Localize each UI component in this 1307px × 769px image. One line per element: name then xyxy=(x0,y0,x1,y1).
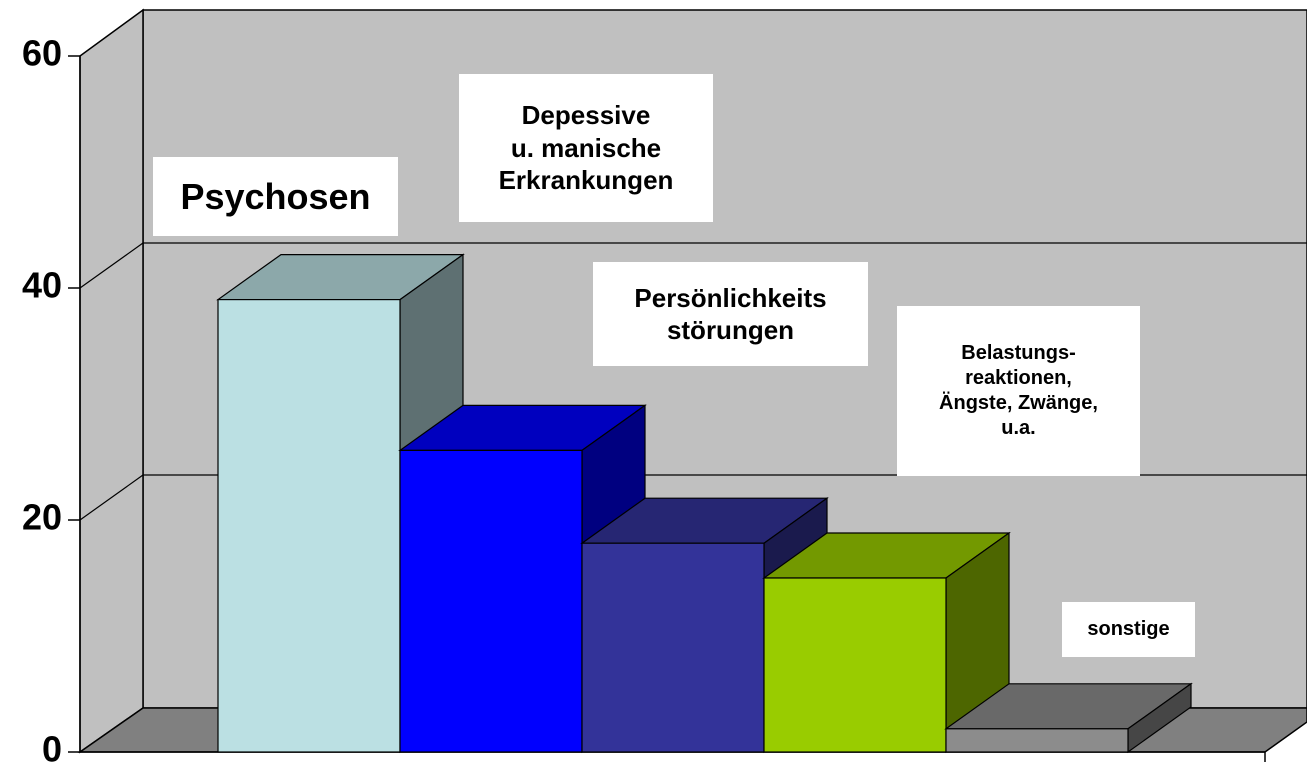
category-label: Depessive u. manische Erkrankungen xyxy=(459,74,713,222)
y-tick-label: 40 xyxy=(22,265,62,306)
bar xyxy=(945,728,1129,753)
category-label: sonstige xyxy=(1062,602,1195,657)
category-label: Persönlichkeits störungen xyxy=(593,262,868,366)
bar xyxy=(581,542,765,753)
y-tick-label: 60 xyxy=(22,33,62,74)
grid-line xyxy=(79,242,1307,289)
category-label: Belastungs- reaktionen, Ängste, Zwänge, … xyxy=(897,306,1140,476)
bar xyxy=(763,577,947,753)
bar xyxy=(217,299,401,753)
y-tick-label: 0 xyxy=(42,729,62,769)
bar xyxy=(399,449,583,753)
side-wall xyxy=(79,8,144,754)
category-label: Psychosen xyxy=(153,157,398,236)
y-tick-label: 20 xyxy=(22,497,62,538)
